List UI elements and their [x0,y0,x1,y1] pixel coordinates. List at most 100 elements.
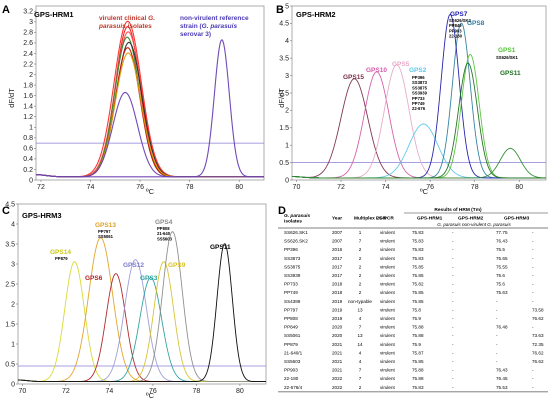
table-cell: 2018 [332,290,343,295]
y-tick-label: 0.2 [23,167,33,174]
table-cell: 2 [359,264,362,269]
table-cell: 75.88 [412,325,424,330]
column-header: LS-PCR [376,216,394,222]
table-cell: - [532,282,534,287]
series-label: GPS6 [85,275,103,282]
table-cell: 2 [359,290,362,295]
panel-b: B 0 0.5 1 1.5 2 2.5 3 3.5 4 4.5 5 70 72 74 76 78 80 dF/d… [274,0,550,198]
table-cell: virulent [380,239,396,244]
panel-title: GPS-HRM3 [22,211,62,220]
table-cell: 75.88 [412,368,424,373]
y-tick-label: 1 [285,143,289,150]
table-row: PP849 2020 7 virulent 75.88 - 76.48 - [284,325,534,330]
table-cell: 4 [359,316,362,321]
table-cell: 75.63 [496,290,508,295]
x-tick-label: 74 [87,184,95,191]
column-header: isolates [284,219,302,225]
isolate-label: PP903 [449,28,462,33]
table-cell: 2021 [332,342,343,347]
table-cell: - [452,368,454,373]
table-cell: 75.83 [412,256,424,261]
table-cell: 75.53 [496,385,508,390]
table-cell: - [532,256,534,261]
table-cell: 76.43 [496,368,508,373]
series-label: GPS15 [343,74,364,81]
y-tick-label: 0 [29,177,33,184]
y-tick-label: 1.2 [23,114,33,121]
table-cell: PP903 [284,368,298,373]
x-tick-label: 80 [235,184,243,191]
table-cell: SS4389 [284,299,301,304]
y-tick-label: 2 [29,72,33,79]
column-header: GPS-HRM3 [504,216,530,222]
isolate-label: 22-180 [449,34,463,39]
y-tick-label: 3 [11,261,15,268]
table-cell: virulent [380,247,396,252]
table-cell: - [496,307,498,312]
plot-area [291,5,547,181]
y-tick-label: 2.6 [23,40,33,47]
y-tick-label: 0.5 [5,361,15,368]
x-tick-label: 72 [62,388,70,395]
table-cell: - [532,247,534,252]
table-cell: 75.85 [412,264,424,269]
y-tick-label: 2 [11,301,15,308]
y-tick-label: 1.6 [23,93,33,100]
table-cell: virulent [380,376,396,381]
table-cell: SS626.SK2 [284,239,308,244]
table-cell: SS5061 [284,333,301,338]
table-cell: virulent [380,230,396,235]
table-row: 21-640/1 2021 4 virulent 75.87 - - 76.62 [284,350,544,355]
panel-letter: C [2,205,10,217]
table-cell: 75.55 [496,264,508,269]
table-cell: virulent [380,273,396,278]
nonvirulent-note: non-virulent reference strain (G. parasu… [180,15,250,38]
y-tick-label: 1.4 [23,103,33,110]
table-cell: - [452,333,454,338]
table-row: PP879 2021 14 virulent 75.9 - - 72.35 [284,342,544,347]
table-cell: 75.9 [412,316,421,321]
isolate-label: 21-640 [157,231,171,236]
isolate-label: 22-676 [412,106,426,111]
table-cell: 75.6 [496,282,505,287]
column-header: Year [332,216,342,222]
table-cell: - [452,307,454,312]
isolate-label: SS3875 [412,85,428,90]
table-cell: - [452,385,454,390]
isolate-label: PP749 [412,101,425,106]
y-tick-label: 0.5 [279,160,289,167]
table-row: SS3939 2017 2 virulent 75.85 - 75.6 - [284,273,534,278]
table-cell: 73.58 [532,307,544,312]
table-cell: 7 [359,368,362,373]
table-cell: - [532,299,534,304]
table-cell: 2 [359,282,362,287]
series-label: GPS13 [95,222,116,229]
series-label: GPS4 [155,219,173,226]
table-cell: - [532,239,534,244]
table-cell: virulent [380,282,396,287]
x-tick-label: 78 [192,388,200,395]
series-label: GPS11 [500,70,521,77]
table-cell: virulent [380,368,396,373]
table-cell: 22-180 [284,376,299,381]
x-tick-label: 76 [426,184,434,191]
table-cell: 2021 [332,359,343,364]
series-line [291,147,547,179]
series-label: GPS12 [123,262,144,269]
y-tick-label: 1.8 [23,82,33,89]
table-row: PP808 2019 4 virulent 75.9 - - 76.62 [284,316,544,321]
table-cell: virulent [380,325,396,330]
x-tick-label: 78 [471,184,479,191]
table-cell: 75.83 [412,385,424,390]
x-tick-label: 76 [136,184,144,191]
y-tick-label: 2 [285,108,289,115]
panel-letter: B [276,4,284,16]
series-label: GPS9 [168,262,186,269]
chart-a: A 0 0.2 0.4 0.6 0.8 1 1.2 1.4 1.6 1.8 2 2.2 2.4 2.6 2.… [2,4,265,196]
table-cell: 75.83 [412,247,424,252]
table-cell: virulent [380,359,396,364]
y-tick-label: 0.4 [23,156,33,163]
y-tick-label: 3.2 [23,9,33,16]
x-tick-label: 80 [236,388,244,395]
table-cell: - [452,290,454,295]
